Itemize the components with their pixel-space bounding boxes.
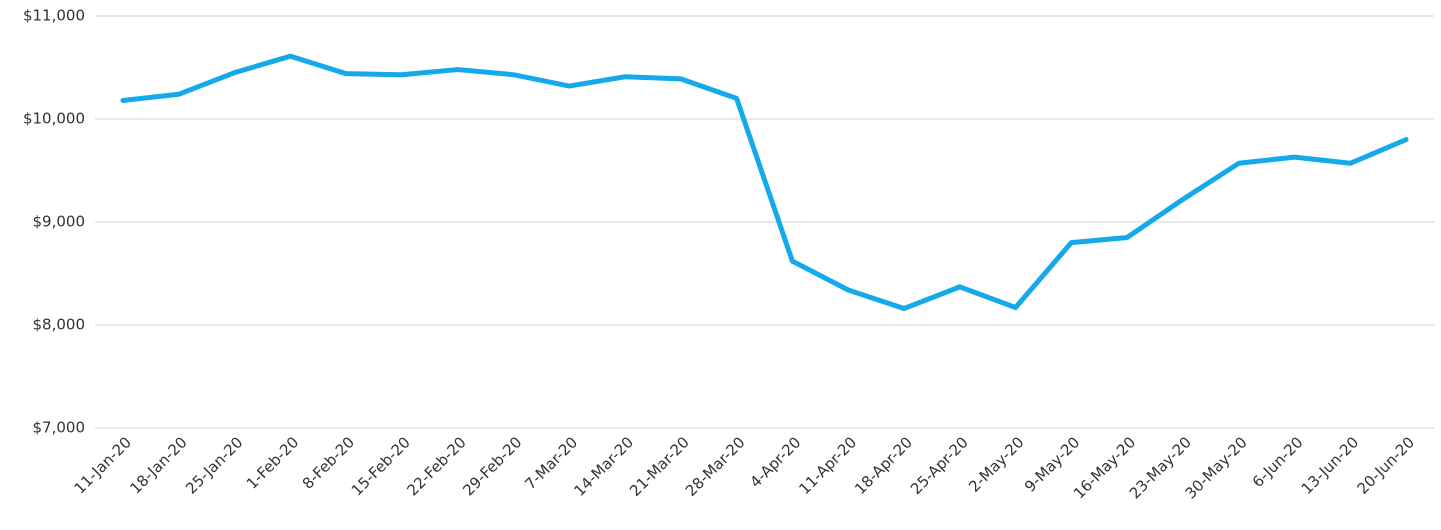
x-tick-label: 25-Apr-20 <box>907 433 972 498</box>
x-tick-label: 6-Jun-20 <box>1249 433 1307 491</box>
y-tick-label: $11,000 <box>23 7 85 25</box>
x-tick-label: 29-Feb-20 <box>459 433 525 499</box>
y-tick-label: $7,000 <box>33 419 86 437</box>
x-tick-label: 21-Mar-20 <box>626 433 693 500</box>
x-tick-label: 14-Mar-20 <box>570 433 637 500</box>
x-tick-label: 22-Feb-20 <box>403 433 469 499</box>
y-tick-label: $9,000 <box>33 213 86 231</box>
x-tick-label: 18-Apr-20 <box>851 433 916 498</box>
x-tick-label: 1-Feb-20 <box>243 433 302 492</box>
y-tick-label: $10,000 <box>23 110 85 128</box>
x-tick-label: 2-May-20 <box>965 433 1027 495</box>
x-tick-label: 13-Jun-20 <box>1298 433 1363 498</box>
y-tick-label: $8,000 <box>33 316 86 334</box>
line <box>120 53 1409 312</box>
x-tick-label: 20-Jun-20 <box>1354 433 1419 498</box>
x-tick-label: 11-Jan-20 <box>71 433 135 497</box>
x-tick-label: 18-Jan-20 <box>126 433 190 497</box>
x-tick-label: 15-Feb-20 <box>348 433 414 499</box>
x-tick-label: 4-Apr-20 <box>746 433 804 491</box>
x-tick-label: 28-Mar-20 <box>682 433 749 500</box>
x-tick-label: 11-Apr-20 <box>795 433 860 498</box>
x-tick-label: 8-Feb-20 <box>299 433 358 492</box>
x-tick-label: 25-Jan-20 <box>182 433 246 497</box>
